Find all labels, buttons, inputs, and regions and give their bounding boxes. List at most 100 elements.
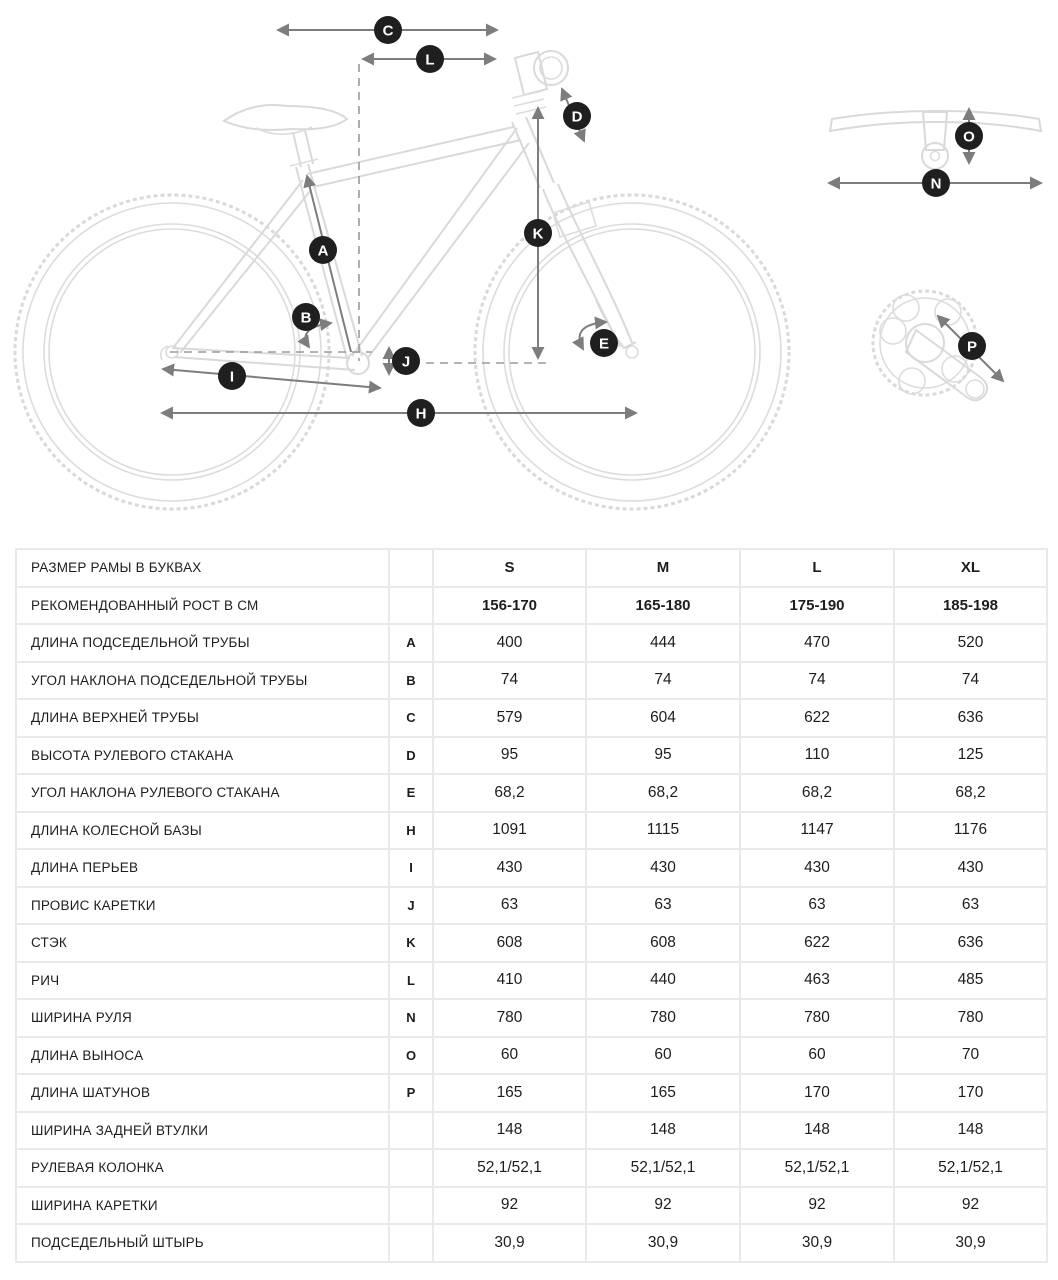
marker-p-badge: P [958, 332, 986, 360]
row-value-m: 148 [585, 1110, 741, 1150]
row-value-xl: 780 [893, 998, 1048, 1038]
row-letter [388, 1185, 434, 1225]
stem-and-grip [511, 50, 569, 115]
row-value-m: 165-180 [585, 585, 741, 625]
row-value-m: 604 [585, 698, 741, 738]
row-letter: P [388, 1073, 434, 1113]
svg-text:A: A [318, 243, 329, 260]
row-value-xl: 92 [893, 1185, 1048, 1225]
svg-text:K: K [533, 226, 544, 243]
row-value-l: 92 [739, 1185, 895, 1225]
row-label: ДЛИНА ВЕРХНЕЙ ТРУБЫ [15, 698, 390, 738]
row-letter: J [388, 885, 434, 925]
row-label: ПОДСЕДЕЛЬНЫЙ ШТЫРЬ [15, 1223, 390, 1263]
row-value-l: 60 [739, 1035, 895, 1075]
table-row: ШИРИНА РУЛЯ N 780 780 780 780 [15, 998, 1048, 1038]
table-row: РЕКОМЕНДОВАННЫЙ РОСТ В СМ 156-170 165-180 1… [15, 585, 1048, 625]
row-value-xl: 52,1/52,1 [893, 1148, 1048, 1188]
row-label: СТЭК [15, 923, 390, 963]
row-value-l: 175-190 [739, 585, 895, 625]
table-row: ПРОВИС КАРЕТКИ J 63 63 63 63 [15, 885, 1048, 925]
svg-text:H: H [416, 406, 427, 423]
row-value-l: 63 [739, 885, 895, 925]
table-row: ШИРИНА ЗАДНЕЙ ВТУЛКИ 148 148 148 148 [15, 1110, 1048, 1150]
table-row: УГОЛ НАКЛОНА РУЛЕВОГО СТАКАНА E 68,2 68,2 68… [15, 773, 1048, 813]
row-label: РЕКОМЕНДОВАННЫЙ РОСТ В СМ [15, 585, 390, 625]
frame [160, 116, 555, 375]
row-value-m: 608 [585, 923, 741, 963]
marker-k-badge: K [524, 219, 552, 247]
row-value-xl: 68,2 [893, 773, 1048, 813]
svg-text:C: C [383, 23, 394, 40]
svg-text:I: I [230, 369, 234, 386]
row-label: ДЛИНА ПЕРЬЕВ [15, 848, 390, 888]
svg-text:L: L [425, 52, 434, 69]
marker-a-badge: A [309, 236, 337, 264]
row-value-l: L [739, 548, 895, 588]
row-value-l: 30,9 [739, 1223, 895, 1263]
row-value-xl: 430 [893, 848, 1048, 888]
row-letter: E [388, 773, 434, 813]
table-row: ДЛИНА ВЕРХНЕЙ ТРУБЫ C 579 604 622 636 [15, 698, 1048, 738]
row-value-xl: 520 [893, 623, 1048, 663]
row-value-xl: 148 [893, 1110, 1048, 1150]
table-row: ПОДСЕДЕЛЬНЫЙ ШТЫРЬ 30,9 30,9 30,9 30,9 [15, 1223, 1048, 1263]
row-value-xl: 63 [893, 885, 1048, 925]
row-letter: O [388, 1035, 434, 1075]
table-row: ДЛИНА ВЫНОСА O 60 60 60 70 [15, 1035, 1048, 1075]
row-letter: C [388, 698, 434, 738]
row-letter: L [388, 960, 434, 1000]
front-wheel [473, 193, 791, 511]
row-value-xl: 30,9 [893, 1223, 1048, 1263]
row-letter [388, 1148, 434, 1188]
row-letter: I [388, 848, 434, 888]
handlebar-top-view [828, 110, 1043, 170]
row-value-xl: 636 [893, 923, 1048, 963]
marker-b-badge: B [292, 303, 320, 331]
row-value-l: 74 [739, 660, 895, 700]
saddle [221, 104, 349, 168]
row-value-xl: 70 [893, 1035, 1048, 1075]
row-value-m: 92 [585, 1185, 741, 1225]
row-value-s: 430 [432, 848, 587, 888]
svg-text:B: B [301, 310, 312, 327]
row-letter [388, 1110, 434, 1150]
row-label: ШИРИНА РУЛЯ [15, 998, 390, 1038]
row-value-xl: 74 [893, 660, 1048, 700]
row-label: РИЧ [15, 960, 390, 1000]
row-value-s: 400 [432, 623, 587, 663]
row-value-m: M [585, 548, 741, 588]
table-row: РАЗМЕР РАМЫ В БУКВАХ S M L XL [15, 548, 1048, 588]
table-row: УГОЛ НАКЛОНА ПОДСЕДЕЛЬНОЙ ТРУБЫ B 74 74 74 74 [15, 660, 1048, 700]
table-row: ВЫСОТА РУЛЕВОГО СТАКАНА D 95 95 110 125 [15, 735, 1048, 775]
row-value-l: 148 [739, 1110, 895, 1150]
row-label: РАЗМЕР РАМЫ В БУКВАХ [15, 548, 390, 588]
row-value-m: 95 [585, 735, 741, 775]
row-value-s: 780 [432, 998, 587, 1038]
row-value-l: 780 [739, 998, 895, 1038]
row-value-l: 470 [739, 623, 895, 663]
row-letter: B [388, 660, 434, 700]
row-value-m: 165 [585, 1073, 741, 1113]
marker-l-badge: L [416, 45, 444, 73]
row-value-m: 68,2 [585, 773, 741, 813]
geometry-table: РАЗМЕР РАМЫ В БУКВАХ S M L XL РЕКОМЕНДОВАННЫЙ… [15, 548, 1048, 1263]
row-value-s: 74 [432, 660, 587, 700]
row-value-l: 463 [739, 960, 895, 1000]
row-value-m: 63 [585, 885, 741, 925]
row-value-s: 30,9 [432, 1223, 587, 1263]
row-value-l: 1147 [739, 810, 895, 850]
row-letter [388, 548, 434, 588]
row-value-s: 608 [432, 923, 587, 963]
marker-j-badge: J [392, 347, 420, 375]
marker-h-badge: H [407, 399, 435, 427]
marker-i-badge: I [218, 362, 246, 390]
row-value-s: 95 [432, 735, 587, 775]
svg-text:D: D [572, 109, 583, 126]
bike-side-view [13, 50, 791, 511]
row-letter: N [388, 998, 434, 1038]
row-value-l: 170 [739, 1073, 895, 1113]
row-value-l: 430 [739, 848, 895, 888]
row-value-s: 156-170 [432, 585, 587, 625]
